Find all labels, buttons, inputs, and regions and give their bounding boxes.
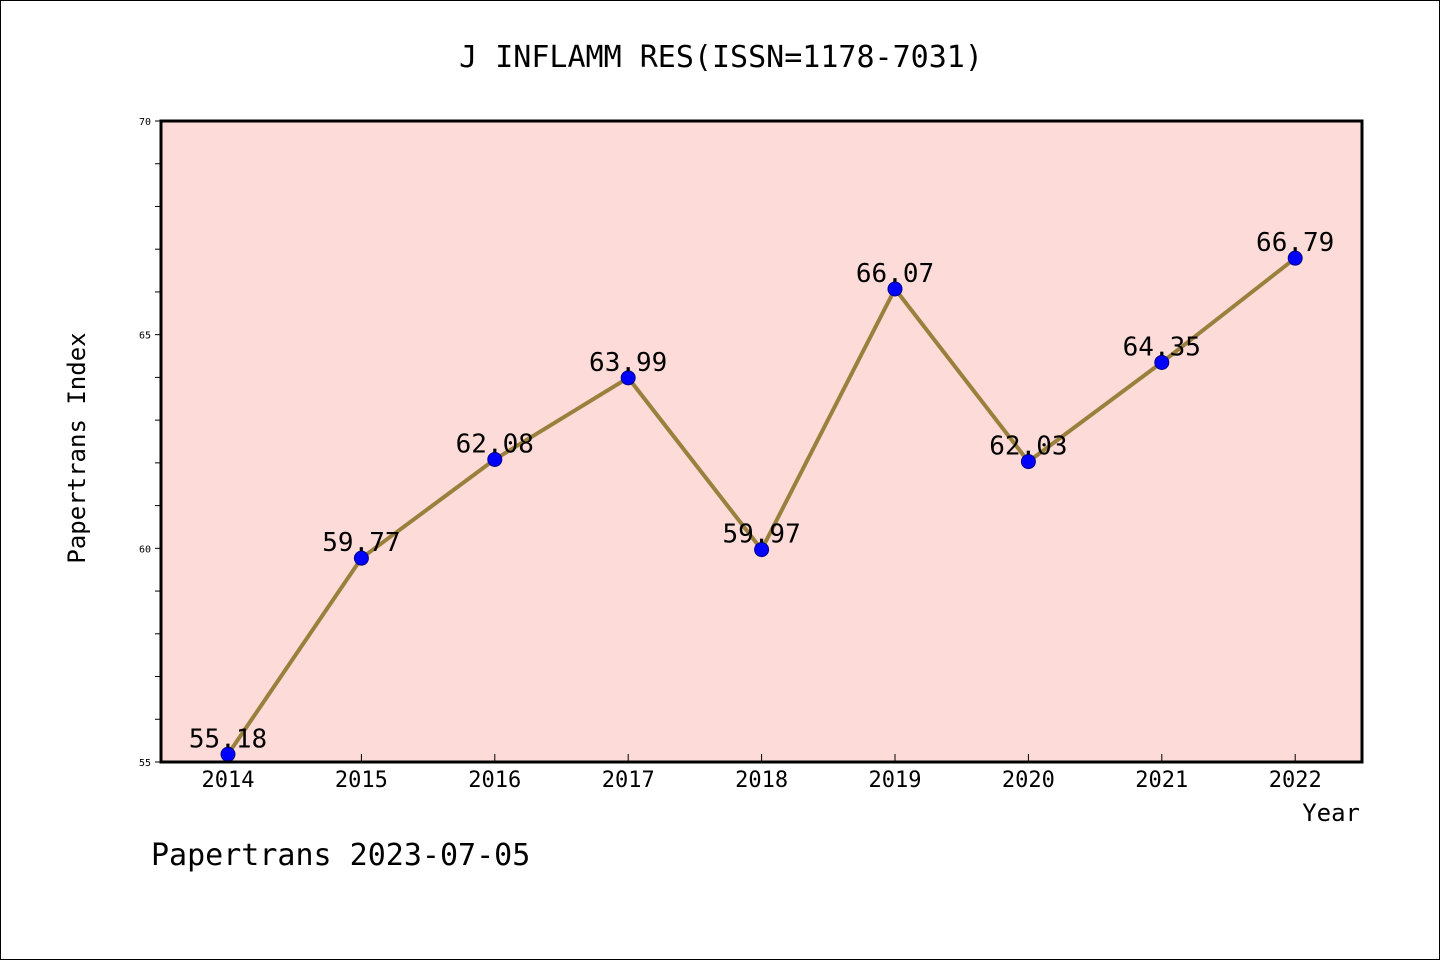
y-axis-label: Papertrans Index bbox=[63, 332, 91, 563]
plot-frame bbox=[159, 119, 1364, 764]
y-tick-label: 65 bbox=[139, 331, 151, 342]
data-label: 55.18 bbox=[189, 724, 267, 754]
data-point bbox=[353, 550, 369, 566]
data-label: 59.77 bbox=[322, 528, 400, 558]
data-label: 66.07 bbox=[856, 259, 934, 289]
data-label: 59.97 bbox=[722, 520, 800, 550]
x-tick-labels: 2014 2015 2016 2017 2018 2019 2020 2021 2022 bbox=[202, 768, 1322, 793]
plot-area bbox=[161, 121, 1362, 762]
x-tick-label: 2017 bbox=[602, 768, 655, 793]
x-tick-label: 2021 bbox=[1135, 768, 1188, 793]
x-tick-label: 2015 bbox=[335, 768, 388, 793]
data-label: 62.08 bbox=[456, 429, 534, 459]
data-point bbox=[620, 370, 636, 386]
x-tick-label: 2018 bbox=[735, 768, 788, 793]
data-points bbox=[220, 250, 1303, 762]
y-tick-label: 55 bbox=[139, 758, 151, 769]
x-tick-label: 2020 bbox=[1002, 768, 1055, 793]
x-tick-label: 2016 bbox=[468, 768, 521, 793]
data-label: 63.99 bbox=[589, 348, 667, 378]
y-tick-label: 60 bbox=[139, 544, 151, 555]
y-tick-label: 70 bbox=[139, 117, 151, 128]
x-axis-label: Year bbox=[1302, 799, 1360, 827]
data-point bbox=[1020, 454, 1036, 470]
data-point bbox=[754, 542, 770, 558]
data-point bbox=[887, 281, 903, 297]
data-point bbox=[487, 451, 503, 467]
data-labels: 55.18 59.77 62.08 63.99 59.97 66.07 62.03 64.35… bbox=[189, 228, 1334, 754]
data-label: 64.35 bbox=[1123, 332, 1201, 362]
x-tick-label: 2014 bbox=[202, 768, 255, 793]
data-label: 66.79 bbox=[1256, 228, 1334, 258]
y-tick-labels: 55 60 65 70 bbox=[139, 117, 151, 769]
x-tick-label: 2022 bbox=[1269, 768, 1322, 793]
data-point bbox=[1287, 250, 1303, 266]
chart-title: J INFLAMM RES(ISSN=1178-7031) bbox=[459, 40, 983, 75]
data-label: 62.03 bbox=[989, 432, 1067, 462]
data-point bbox=[1154, 354, 1170, 370]
footer-text: Papertrans 2023-07-05 bbox=[151, 838, 530, 873]
x-tick-label: 2019 bbox=[869, 768, 922, 793]
